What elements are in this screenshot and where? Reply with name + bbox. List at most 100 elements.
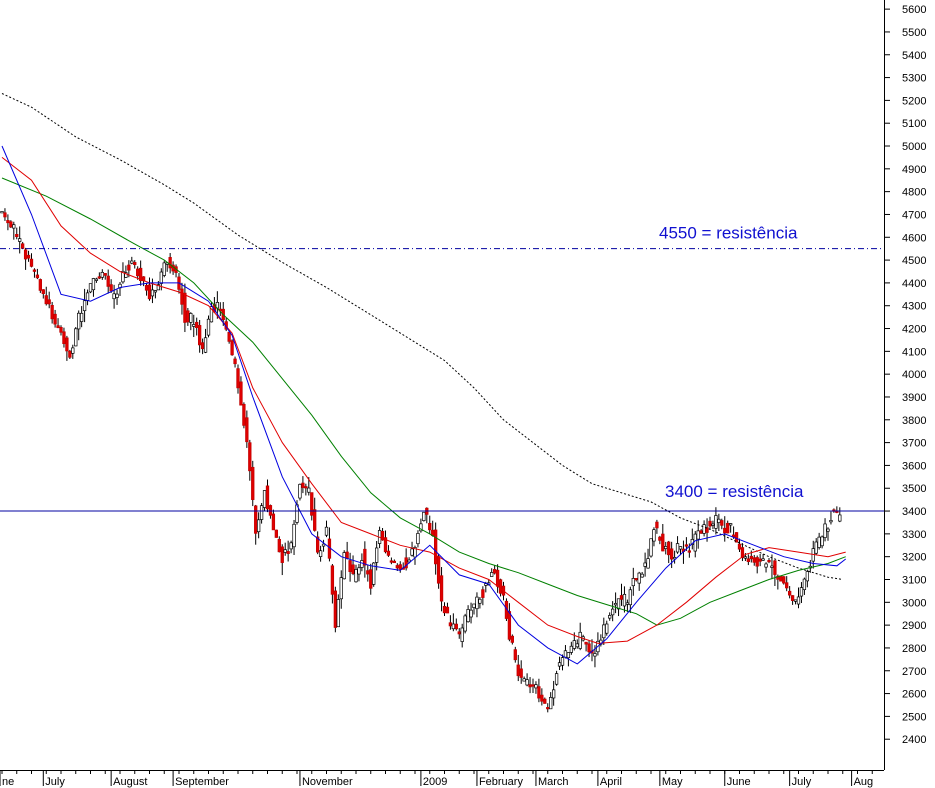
candle-down: [136, 268, 140, 277]
y-tick-label: 3300: [902, 529, 926, 541]
candle-up: [793, 599, 798, 602]
candle-down: [21, 243, 25, 249]
y-tick-label: 4500: [902, 255, 926, 267]
candle-up: [321, 543, 326, 547]
candle-up: [307, 487, 311, 493]
candle-up: [557, 662, 562, 667]
x-tick-label: June: [727, 776, 751, 788]
candle-up: [257, 519, 261, 533]
candle-up: [675, 543, 680, 553]
candle-down: [737, 543, 742, 550]
candle-up: [413, 547, 417, 558]
candle-down: [41, 289, 45, 295]
x-tick-label: July: [792, 776, 812, 788]
y-tick-label: 4000: [902, 369, 926, 381]
candle-up: [640, 573, 644, 578]
candle-up: [324, 526, 329, 536]
candle-up: [410, 548, 414, 556]
candle-down: [227, 331, 231, 342]
candle-down: [313, 509, 317, 531]
candle-up: [18, 238, 22, 242]
candle-down: [351, 564, 355, 574]
candle-down: [15, 234, 19, 238]
candle-up: [79, 312, 84, 322]
candle-up: [77, 312, 81, 330]
candle-down: [345, 551, 349, 559]
candle-down: [6, 220, 10, 224]
y-tick-label: 3800: [902, 415, 926, 427]
candle-down: [758, 558, 762, 562]
candle-up: [728, 523, 733, 526]
candle-up: [74, 328, 78, 347]
y-tick-label: 5400: [902, 50, 926, 62]
candle-up: [649, 538, 653, 557]
candle-up: [637, 572, 641, 584]
candle-down: [528, 684, 532, 688]
candle-up: [159, 271, 163, 284]
candle-up: [91, 278, 96, 291]
y-tick-label: 5000: [902, 141, 926, 153]
x-tick-label: March: [538, 776, 569, 788]
candle-down: [286, 551, 290, 555]
candle-down: [699, 530, 703, 534]
candle-up: [817, 536, 821, 548]
y-tick-label: 3600: [902, 460, 926, 472]
candle-up: [112, 293, 116, 300]
candle-down: [720, 520, 724, 526]
candle-up: [162, 262, 166, 276]
candle-up: [622, 593, 627, 607]
candle-down: [380, 530, 385, 541]
candle-down: [254, 505, 258, 534]
candle-down: [316, 536, 320, 553]
candle-down: [68, 350, 72, 358]
candle-down: [26, 254, 31, 259]
candle-up: [826, 528, 830, 532]
candle-down: [44, 295, 48, 305]
candle-down: [546, 707, 550, 710]
candle-down: [97, 276, 102, 279]
candle-down: [168, 257, 172, 269]
candle-down: [540, 694, 544, 702]
candle-up: [203, 337, 208, 353]
y-tick-label: 4400: [902, 278, 926, 290]
candle-down: [787, 590, 792, 596]
candle-up: [451, 623, 455, 630]
candle-down: [310, 492, 314, 516]
candle-up: [490, 572, 494, 577]
candle-down: [236, 368, 240, 389]
x-tick-label: September: [175, 776, 229, 788]
candle-up: [115, 293, 119, 298]
x-tick-label: ne: [2, 776, 14, 788]
candle-up: [796, 596, 801, 605]
y-tick-label: 2900: [902, 620, 926, 632]
candle-down: [587, 643, 591, 653]
candle-down: [634, 578, 638, 581]
candle-up: [605, 623, 609, 634]
candle-down: [392, 560, 396, 564]
candle-down: [669, 548, 674, 560]
candle-up: [838, 514, 842, 522]
y-tick-label: 5300: [902, 73, 926, 85]
candle-down: [277, 538, 281, 553]
candle-down: [251, 466, 255, 500]
y-tick-label: 4600: [902, 232, 926, 244]
candle-up: [610, 608, 615, 616]
candle-up: [549, 696, 553, 710]
candle-up: [192, 324, 196, 327]
candle-down: [404, 557, 408, 569]
candle-down: [59, 327, 63, 333]
x-tick-label: November: [302, 776, 353, 788]
candle-up: [469, 609, 473, 618]
candle-up: [560, 657, 565, 666]
candle-up: [820, 536, 824, 547]
x-tick-label: April: [600, 776, 622, 788]
candle-down: [32, 269, 37, 272]
candle-up: [463, 615, 467, 632]
candle-down: [734, 532, 739, 543]
candle-up: [717, 518, 721, 523]
candle-up: [262, 490, 267, 508]
candle-up: [298, 483, 302, 499]
candle-up: [283, 549, 287, 553]
candle-down: [9, 221, 13, 228]
